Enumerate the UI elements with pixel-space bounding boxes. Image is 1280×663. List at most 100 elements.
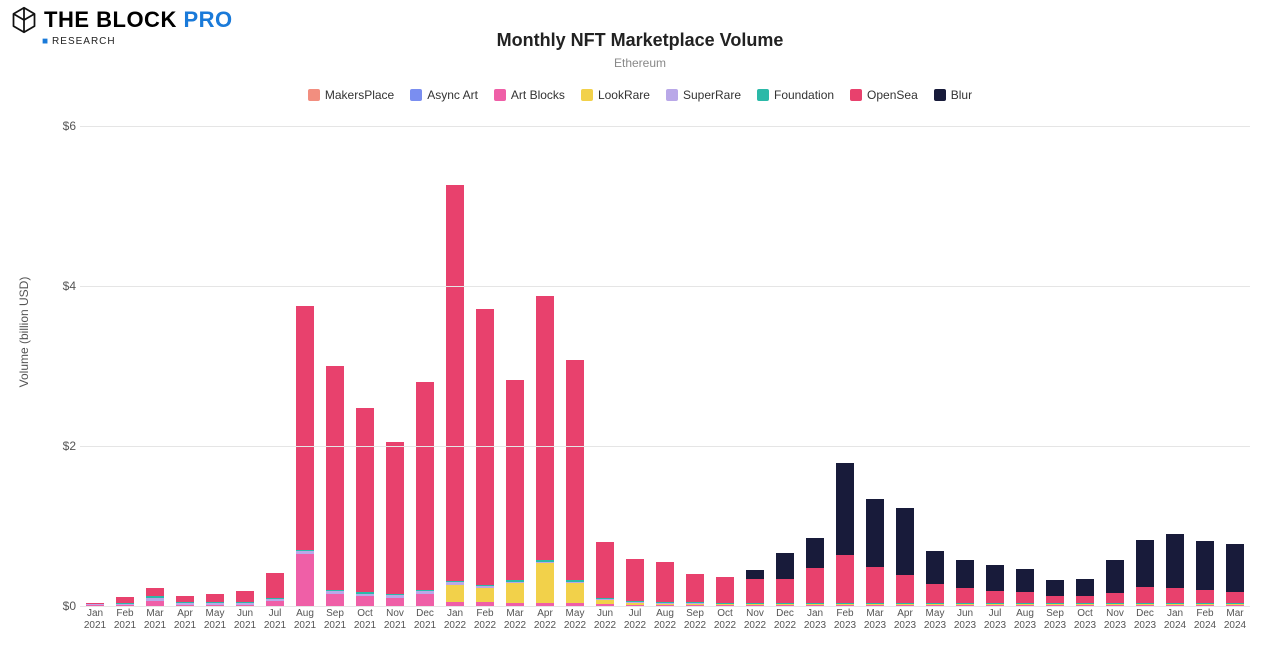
x-tick-label: Jan2022 <box>444 608 466 632</box>
bar-column[interactable] <box>1196 541 1215 606</box>
legend-label: LookRare <box>598 88 650 102</box>
legend-swatch <box>410 89 422 101</box>
bar-segment <box>206 594 225 602</box>
bar-column[interactable] <box>296 306 315 606</box>
bar-segment <box>1106 560 1125 594</box>
bar-segment <box>776 579 795 603</box>
bar-column[interactable] <box>326 366 345 606</box>
x-tick-label: Jul2021 <box>264 608 286 632</box>
bar-column[interactable] <box>1046 580 1065 606</box>
bar-column[interactable] <box>356 408 375 606</box>
bar-segment <box>566 360 585 580</box>
legend-item[interactable]: Art Blocks <box>494 88 565 102</box>
bar-column[interactable] <box>746 570 765 606</box>
x-tick-label: Aug2023 <box>1014 608 1036 632</box>
y-tick-label: $4 <box>50 279 76 293</box>
x-tick-label: Feb2024 <box>1194 608 1216 632</box>
legend-item[interactable]: LookRare <box>581 88 650 102</box>
bar-column[interactable] <box>236 591 255 606</box>
bar-column[interactable] <box>686 574 705 606</box>
x-tick-label: Jun2022 <box>594 608 616 632</box>
legend-item[interactable]: Async Art <box>410 88 478 102</box>
bar-segment <box>356 596 375 606</box>
bar-segment <box>596 542 615 598</box>
bar-segment <box>806 538 825 568</box>
bar-segment <box>446 585 465 603</box>
x-tick-label: Sep2023 <box>1044 608 1066 632</box>
bar-segment <box>806 568 825 603</box>
legend-item[interactable]: Foundation <box>757 88 834 102</box>
legend-item[interactable]: SuperRare <box>666 88 741 102</box>
x-tick-label: Jul2023 <box>984 608 1006 632</box>
legend-item[interactable]: Blur <box>934 88 972 102</box>
bar-segment <box>506 583 525 603</box>
gridline <box>80 446 1250 447</box>
bar-segment <box>1166 588 1185 602</box>
bar-segment <box>926 584 945 602</box>
bar-column[interactable] <box>146 588 165 606</box>
x-tick-label: Nov2021 <box>384 608 406 632</box>
bar-column[interactable] <box>446 185 465 606</box>
gridline <box>80 286 1250 287</box>
legend-swatch <box>666 89 678 101</box>
bar-segment <box>326 594 345 606</box>
x-tick-label: Jun2023 <box>954 608 976 632</box>
legend-label: Foundation <box>774 88 834 102</box>
bar-segment <box>656 562 675 602</box>
bar-column[interactable] <box>656 562 675 606</box>
bar-column[interactable] <box>716 577 735 606</box>
bar-column[interactable] <box>926 551 945 606</box>
x-tick-label: Apr2022 <box>534 608 556 632</box>
legend-item[interactable]: OpenSea <box>850 88 918 102</box>
bar-column[interactable] <box>416 382 435 606</box>
bar-column[interactable] <box>1076 579 1095 606</box>
x-tick-label: Feb2022 <box>474 608 496 632</box>
bar-column[interactable] <box>626 559 645 606</box>
bar-column[interactable] <box>116 597 135 606</box>
bar-column[interactable] <box>596 542 615 606</box>
x-tick-label: May2022 <box>564 608 586 632</box>
bar-column[interactable] <box>836 463 855 606</box>
bar-column[interactable] <box>806 538 825 606</box>
bar-segment <box>1076 579 1095 597</box>
legend-label: MakersPlace <box>325 88 394 102</box>
bar-segment <box>926 551 945 585</box>
bar-segment <box>1016 592 1035 602</box>
bar-segment <box>746 579 765 603</box>
legend-swatch <box>494 89 506 101</box>
bar-column[interactable] <box>1136 540 1155 606</box>
x-tick-label: Apr2023 <box>894 608 916 632</box>
bar-column[interactable] <box>266 573 285 606</box>
bar-column[interactable] <box>986 565 1005 606</box>
bar-column[interactable] <box>1106 560 1125 606</box>
bar-column[interactable] <box>866 499 885 606</box>
bar-segment <box>446 185 465 581</box>
legend-swatch <box>308 89 320 101</box>
bar-segment <box>986 565 1005 591</box>
chart-bars <box>80 126 1250 606</box>
bar-column[interactable] <box>956 560 975 606</box>
bar-segment <box>506 380 525 580</box>
x-tick-label: Jan2023 <box>804 608 826 632</box>
bar-column[interactable] <box>206 594 225 606</box>
bar-column[interactable] <box>776 553 795 606</box>
chart-subtitle: Ethereum <box>0 56 1280 70</box>
bar-column[interactable] <box>176 596 195 606</box>
legend-swatch <box>850 89 862 101</box>
x-tick-label: Oct2023 <box>1074 608 1096 632</box>
bar-column[interactable] <box>476 309 495 606</box>
bar-column[interactable] <box>1016 569 1035 606</box>
legend-item[interactable]: MakersPlace <box>308 88 394 102</box>
bar-column[interactable] <box>506 380 525 606</box>
bar-column[interactable] <box>1226 544 1245 606</box>
bar-column[interactable] <box>1166 534 1185 606</box>
y-tick-label: $0 <box>50 599 76 613</box>
bar-column[interactable] <box>386 442 405 606</box>
bar-column[interactable] <box>536 296 555 606</box>
bar-segment <box>1136 540 1155 586</box>
bar-column[interactable] <box>896 508 915 606</box>
x-tick-label: Feb2021 <box>114 608 136 632</box>
bar-segment <box>386 442 405 594</box>
bar-column[interactable] <box>566 360 585 606</box>
bar-segment <box>1196 590 1215 603</box>
